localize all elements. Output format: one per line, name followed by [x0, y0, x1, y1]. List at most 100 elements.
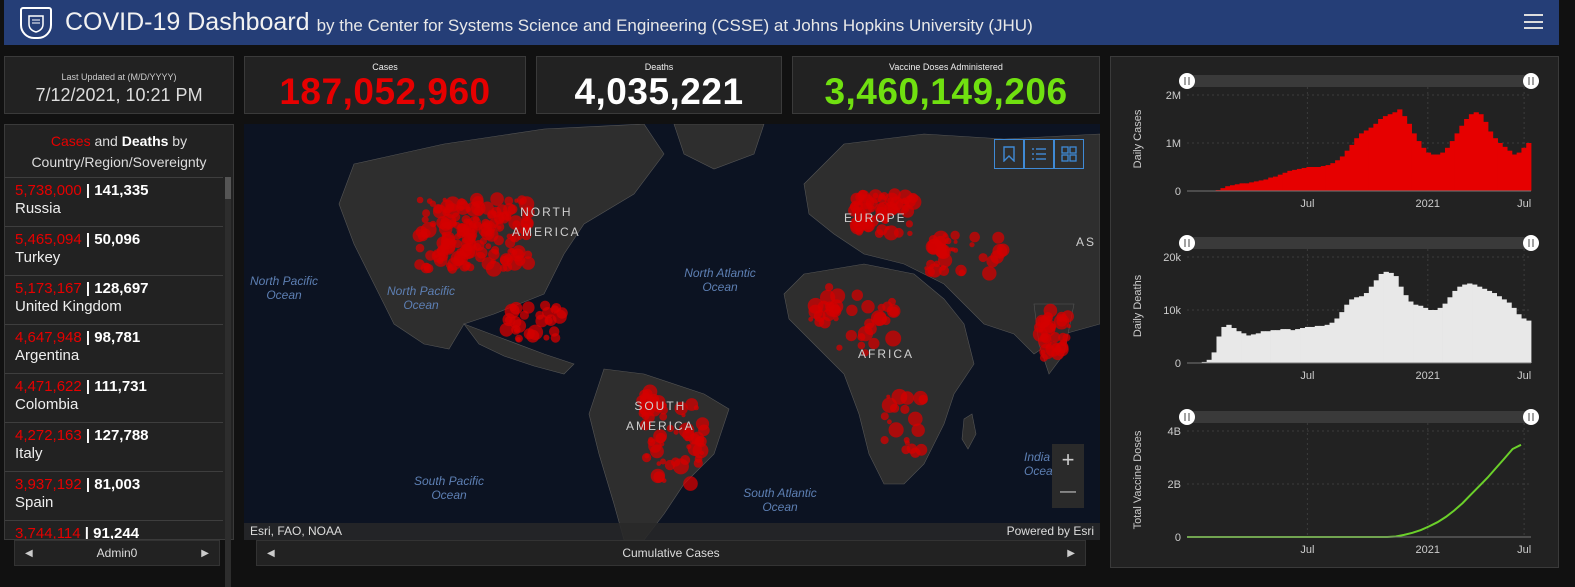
chart-bar	[1383, 271, 1389, 363]
case-marker	[857, 341, 866, 350]
deaths-label: Deaths	[644, 62, 674, 72]
case-marker	[549, 326, 560, 337]
case-marker	[545, 314, 557, 326]
chart-bar	[1290, 330, 1296, 363]
map-pager-next-icon[interactable]: ▶	[1067, 547, 1075, 559]
case-marker	[503, 203, 516, 216]
case-marker	[441, 231, 447, 238]
case-marker	[1040, 349, 1046, 355]
pager-label: Admin0	[96, 546, 138, 560]
case-marker	[414, 259, 425, 270]
case-marker	[503, 254, 512, 263]
hamburger-menu-icon[interactable]	[1524, 14, 1543, 29]
case-marker	[969, 231, 980, 243]
case-marker	[523, 250, 533, 259]
case-marker	[514, 198, 519, 203]
chart-bar	[1339, 312, 1345, 363]
chart-bar	[1516, 152, 1522, 191]
chart-bar	[1368, 127, 1374, 191]
zoom-controls: + —	[1052, 444, 1084, 508]
basemap-gallery-icon[interactable]	[1054, 139, 1084, 169]
chart-bar	[1301, 167, 1307, 191]
case-marker	[512, 249, 518, 256]
chart-bar	[1263, 179, 1269, 191]
chart-bar	[1457, 286, 1463, 363]
map-pager-label: Cumulative Cases	[622, 546, 720, 560]
country-list[interactable]: 5,738,000 | 141,335 Russia 5,465,094 | 50,…	[5, 177, 223, 539]
country-list-item[interactable]: 5,738,000 | 141,335 Russia	[5, 177, 223, 226]
country-deaths: 111,731	[94, 378, 147, 395]
pager-prev-icon[interactable]: ◀	[25, 547, 33, 559]
case-marker	[478, 223, 493, 237]
case-marker	[694, 455, 703, 463]
chart-bar	[1268, 177, 1274, 191]
case-marker	[857, 333, 866, 342]
country-list-item[interactable]: 4,647,948 | 98,781 Argentina	[5, 324, 223, 373]
case-marker	[864, 213, 870, 218]
y-axis-label: Daily Cases	[1132, 109, 1144, 168]
case-marker	[808, 316, 814, 322]
range-slider-track	[1187, 411, 1531, 423]
case-marker	[907, 230, 913, 237]
zoom-out-button[interactable]: —	[1052, 476, 1084, 508]
case-markers	[412, 188, 1074, 491]
case-marker	[673, 429, 679, 435]
label-asia: AS	[1076, 235, 1097, 249]
country-name: Italy	[15, 445, 43, 462]
country-list-item[interactable]: 5,173,167 | 128,697 United Kingdom	[5, 275, 223, 324]
case-marker	[868, 337, 880, 350]
bookmark-icon[interactable]	[994, 139, 1024, 169]
case-marker	[470, 228, 476, 234]
daily-cases-chart[interactable]: 0 1M 2M Jul 2021 Jul Daily Cases	[1111, 71, 1558, 221]
case-marker	[904, 440, 910, 446]
attribution-right[interactable]: Powered by Esri	[1006, 524, 1094, 538]
country-numbers: 3,937,192 | 81,003	[15, 476, 141, 493]
country-list-item[interactable]: 4,471,622 | 111,731 Colombia	[5, 373, 223, 422]
country-list-scrollbar[interactable]	[225, 177, 231, 587]
chart-bar	[1521, 318, 1527, 363]
country-list-item[interactable]: 3,744,114 | 91,244	[5, 520, 223, 539]
daily-deaths-chart[interactable]: 0 10k 20k Jul 2021 Jul Daily Deaths	[1111, 233, 1558, 393]
country-cases: 5,465,094	[15, 231, 82, 248]
vaccine-doses-chart[interactable]: 0 2B 4B Jul 2021 Jul Total Vaccine Doses	[1111, 407, 1558, 567]
country-list-item[interactable]: 5,465,094 | 50,096 Turkey	[5, 226, 223, 275]
range-slider-track	[1187, 237, 1531, 249]
country-deaths: 141,335	[94, 182, 149, 199]
country-numbers: 4,272,163 | 127,788	[15, 427, 149, 444]
case-marker	[445, 196, 461, 212]
chart-bar	[1309, 326, 1316, 363]
case-marker	[808, 304, 823, 319]
label-north-pacific: North Pacific Ocean	[386, 284, 456, 312]
country-list-item[interactable]: 3,937,192 | 81,003 Spain	[5, 471, 223, 520]
chart-bar	[1324, 324, 1330, 363]
vaccines-value: 3,460,149,206	[824, 71, 1068, 112]
last-updated-value: 7/12/2021, 10:21 PM	[35, 85, 203, 105]
map-pager-prev-icon[interactable]: ◀	[267, 547, 275, 559]
case-marker	[475, 251, 486, 263]
case-marker	[429, 200, 436, 207]
chart-bar	[1304, 326, 1311, 363]
world-map[interactable]: NORTH AMERICA SOUTH AMERICA EUROPE AFRIC…	[244, 124, 1100, 540]
chart-bar	[1334, 318, 1340, 363]
chart-bar	[1329, 322, 1335, 363]
case-marker	[913, 390, 928, 406]
pager-next-icon[interactable]: ▶	[201, 547, 209, 559]
label-north-america: NORTH AMERICA	[512, 205, 581, 239]
zoom-in-button[interactable]: +	[1052, 444, 1084, 476]
legend-list-icon[interactable]	[1024, 139, 1054, 169]
case-marker	[887, 419, 892, 425]
case-marker	[861, 349, 869, 357]
case-marker	[664, 459, 676, 471]
case-marker	[421, 216, 429, 224]
map-land-layer	[338, 124, 1100, 540]
case-marker	[488, 248, 500, 261]
country-list-item[interactable]: 4,272,163 | 127,788 Italy	[5, 422, 223, 471]
cases-value: 187,052,960	[279, 71, 491, 112]
label-north-atlantic: North Atlantic Ocean	[684, 266, 756, 294]
country-name: Turkey	[15, 249, 61, 266]
label-south-pacific: South Pacific Ocean	[413, 474, 485, 502]
country-cases: 4,272,163	[15, 427, 82, 444]
chart-bar	[1496, 296, 1502, 363]
case-marker	[504, 303, 520, 319]
y-axis-label: Total Vaccine Doses	[1132, 430, 1144, 529]
